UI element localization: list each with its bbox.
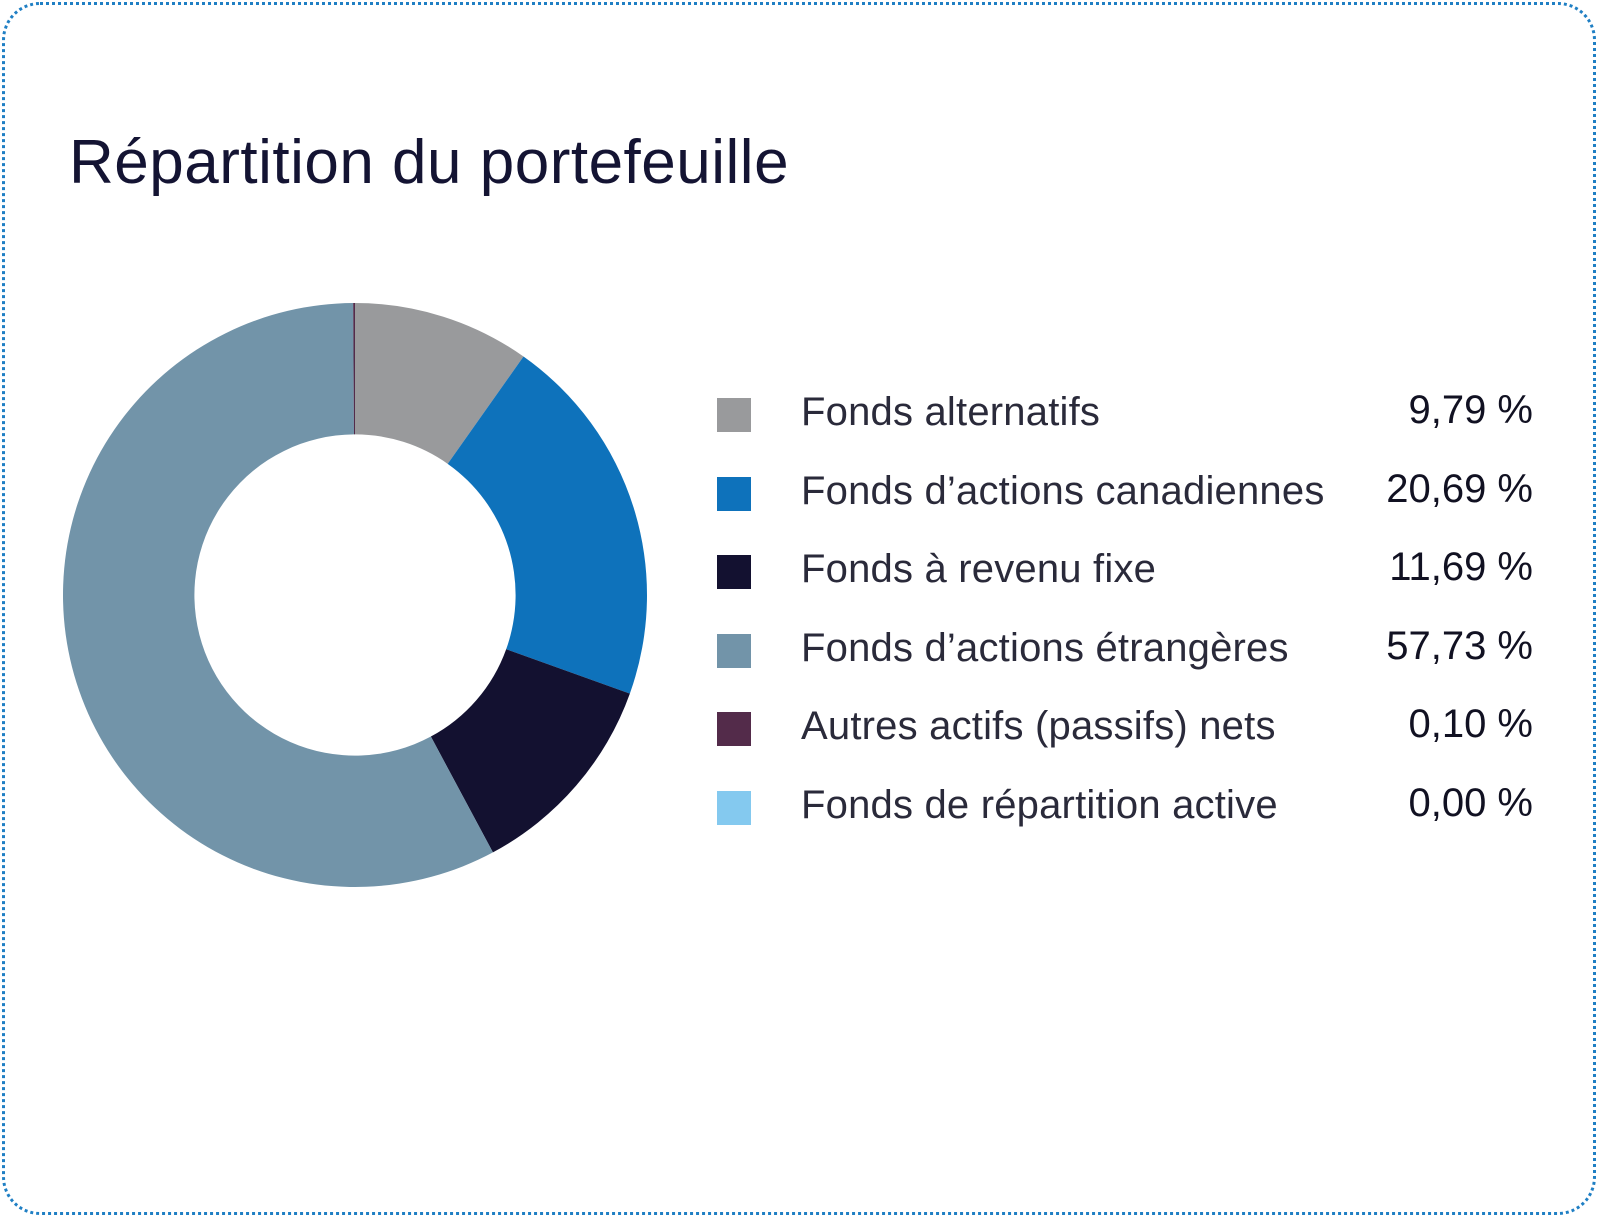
legend-swatch [717, 555, 751, 590]
legend-value: 57,73 % [1386, 623, 1533, 668]
donut-slice-5 [353, 303, 355, 435]
legend-item: Fonds de répartition active 0,00 % [717, 773, 1533, 852]
donut-chart [62, 303, 647, 887]
donut-slices [62, 303, 647, 887]
legend-label: Fonds de répartition active [801, 782, 1278, 827]
legend-item: Autres actifs (passifs) nets 0,10 % [717, 694, 1533, 773]
legend-swatch [717, 712, 751, 747]
legend-label: Fonds à revenu fixe [801, 547, 1157, 592]
legend-item: Fonds d’actions canadiennes 20,69 % [717, 459, 1533, 538]
chart-legend: Fonds alternatifs 9,79 % Fonds d’actions c… [717, 380, 1533, 852]
legend-item: Fonds à revenu fixe 11,69 % [717, 537, 1533, 616]
legend-label: Fonds d’actions canadiennes [801, 468, 1325, 513]
legend-value: 0,10 % [1408, 702, 1533, 747]
donut-slice-3 [430, 649, 630, 853]
legend-value: 9,79 % [1408, 388, 1533, 432]
legend-value: 20,69 % [1386, 466, 1533, 511]
legend-item: Fonds d’actions étrangères 57,73 % [717, 616, 1533, 695]
legend-label: Fonds d’actions étrangères [801, 625, 1289, 670]
legend-swatch [717, 476, 751, 511]
legend-label: Autres actifs (passifs) nets [801, 704, 1276, 749]
donut-slice-2 [447, 356, 647, 694]
chart-title: Répartition du portefeuille [69, 128, 790, 197]
legend-swatch [717, 398, 751, 432]
donut-slice-1 [355, 303, 524, 464]
legend-swatch [717, 790, 751, 825]
legend-label: Fonds alternatifs [801, 390, 1101, 434]
legend-value: 11,69 % [1389, 545, 1533, 590]
legend-item: Fonds alternatifs 9,79 % [717, 380, 1533, 459]
legend-swatch [717, 633, 751, 668]
legend-value: 0,00 % [1408, 780, 1533, 825]
donut-slice-4 [62, 303, 493, 887]
